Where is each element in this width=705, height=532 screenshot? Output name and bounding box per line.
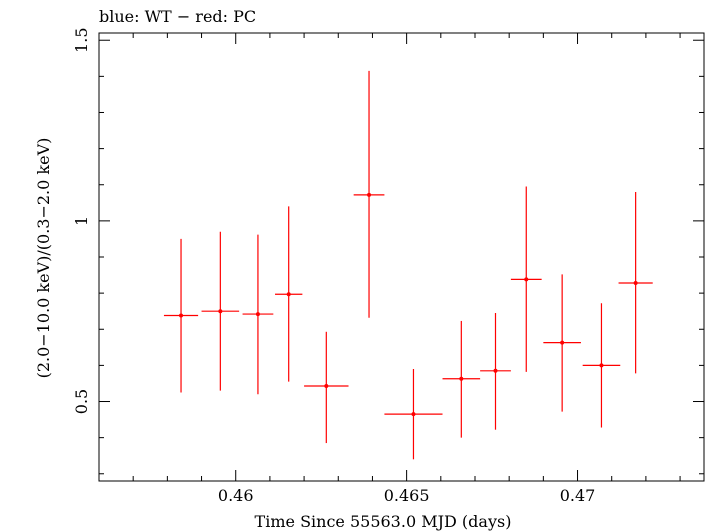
point-marker bbox=[411, 412, 416, 417]
data-point bbox=[384, 369, 443, 460]
point-marker bbox=[367, 192, 372, 197]
point-marker bbox=[524, 277, 529, 282]
point-marker bbox=[218, 309, 223, 314]
point-marker bbox=[255, 312, 260, 317]
data-point bbox=[480, 313, 511, 430]
x-tick-label: 0.465 bbox=[384, 486, 430, 505]
data-point bbox=[510, 186, 542, 372]
data-point bbox=[618, 191, 653, 374]
data-point bbox=[275, 206, 303, 382]
data-point bbox=[201, 231, 240, 391]
point-marker bbox=[493, 368, 498, 373]
data-point bbox=[353, 70, 385, 318]
axis-tick-labels: 0.46 0.465 0.47 0.5 1 1.5 bbox=[72, 27, 595, 505]
data-point bbox=[242, 234, 274, 395]
data-point bbox=[582, 303, 621, 428]
data-point bbox=[442, 320, 481, 438]
point-marker bbox=[286, 292, 291, 297]
point-marker bbox=[560, 340, 565, 345]
data-point bbox=[304, 331, 349, 444]
y-tick-label: 1.5 bbox=[72, 27, 91, 52]
chart-title: blue: WT − red: PC bbox=[99, 7, 256, 26]
y-tick-label: 0.5 bbox=[72, 389, 91, 414]
data-point bbox=[163, 238, 199, 393]
x-tick-label: 0.47 bbox=[560, 486, 596, 505]
y-tick-label: 1 bbox=[72, 216, 91, 226]
data-points bbox=[163, 70, 653, 460]
point-marker bbox=[179, 313, 184, 318]
axis-ticks bbox=[98, 33, 704, 481]
point-marker bbox=[324, 383, 329, 388]
x-tick-label: 0.46 bbox=[218, 486, 254, 505]
y-axis-label: (2.0−10.0 keV)/(0.3−2.0 keV) bbox=[34, 138, 53, 379]
x-axis-label: Time Since 55563.0 MJD (days) bbox=[255, 512, 512, 531]
point-marker bbox=[599, 363, 604, 368]
point-marker bbox=[459, 376, 464, 381]
data-point bbox=[543, 274, 581, 412]
point-marker bbox=[633, 281, 638, 286]
